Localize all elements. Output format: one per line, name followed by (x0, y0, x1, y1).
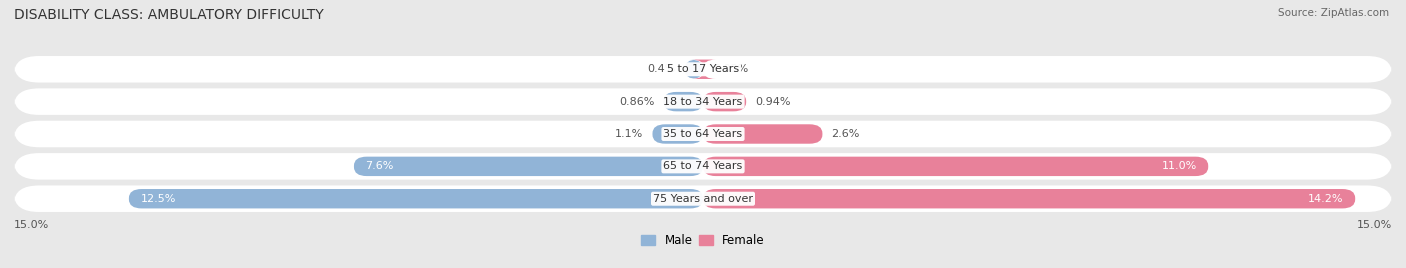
Text: 0.86%: 0.86% (619, 97, 654, 107)
FancyBboxPatch shape (703, 124, 823, 144)
FancyBboxPatch shape (685, 59, 703, 79)
Text: 0.94%: 0.94% (755, 97, 790, 107)
Text: 15.0%: 15.0% (1357, 220, 1392, 230)
FancyBboxPatch shape (703, 92, 747, 111)
Text: 12.5%: 12.5% (141, 194, 176, 204)
FancyBboxPatch shape (14, 153, 1392, 180)
Text: 2.6%: 2.6% (831, 129, 860, 139)
Text: 75 Years and over: 75 Years and over (652, 194, 754, 204)
Text: 11.0%: 11.0% (1161, 161, 1197, 171)
FancyBboxPatch shape (14, 185, 1392, 212)
Text: Source: ZipAtlas.com: Source: ZipAtlas.com (1278, 8, 1389, 18)
Text: 18 to 34 Years: 18 to 34 Years (664, 97, 742, 107)
FancyBboxPatch shape (703, 157, 1208, 176)
FancyBboxPatch shape (14, 88, 1392, 115)
FancyBboxPatch shape (354, 157, 703, 176)
FancyBboxPatch shape (692, 59, 716, 79)
Text: 15.0%: 15.0% (14, 220, 49, 230)
FancyBboxPatch shape (14, 121, 1392, 147)
FancyBboxPatch shape (703, 189, 1355, 209)
FancyBboxPatch shape (14, 56, 1392, 83)
Text: 35 to 64 Years: 35 to 64 Years (664, 129, 742, 139)
Text: 1.1%: 1.1% (614, 129, 644, 139)
Text: 0.03%: 0.03% (714, 64, 749, 74)
Text: 65 to 74 Years: 65 to 74 Years (664, 161, 742, 171)
Text: 5 to 17 Years: 5 to 17 Years (666, 64, 740, 74)
FancyBboxPatch shape (652, 124, 703, 144)
Text: 7.6%: 7.6% (366, 161, 394, 171)
FancyBboxPatch shape (129, 189, 703, 209)
Text: DISABILITY CLASS: AMBULATORY DIFFICULTY: DISABILITY CLASS: AMBULATORY DIFFICULTY (14, 8, 323, 22)
FancyBboxPatch shape (664, 92, 703, 111)
Text: 14.2%: 14.2% (1308, 194, 1344, 204)
Legend: Male, Female: Male, Female (637, 229, 769, 252)
Text: 0.4%: 0.4% (647, 64, 675, 74)
